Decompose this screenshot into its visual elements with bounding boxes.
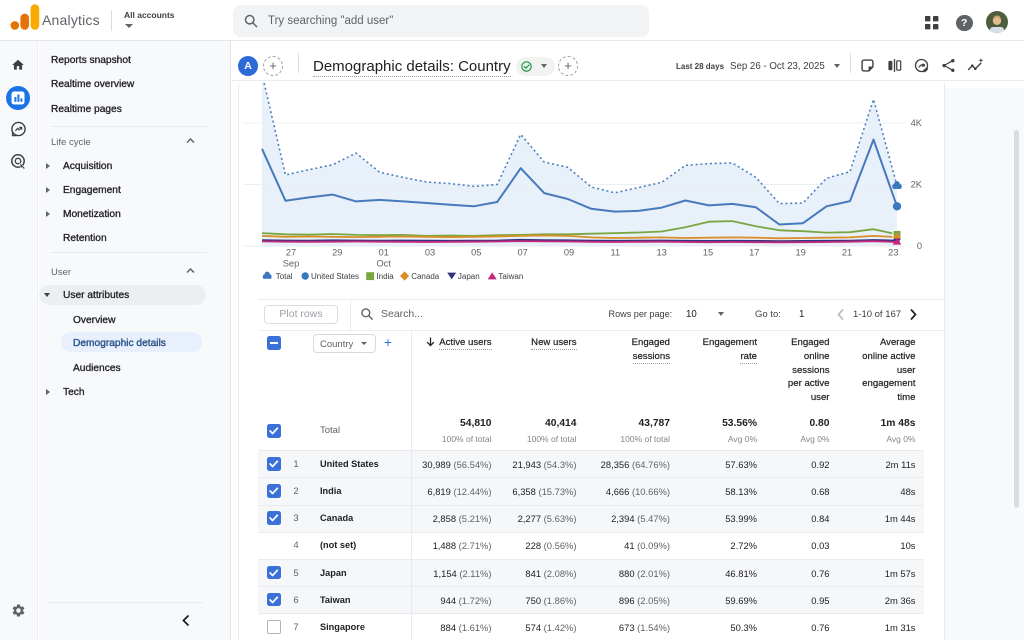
svg-text:15: 15: [703, 248, 713, 258]
svg-text:Canada: Canada: [411, 272, 440, 281]
svg-text:11: 11: [610, 248, 620, 258]
svg-text:27: 27: [286, 248, 296, 258]
svg-text:4K: 4K: [911, 118, 923, 128]
svg-text:India: India: [376, 272, 394, 281]
svg-text:Total: Total: [276, 272, 293, 281]
svg-text:05: 05: [471, 248, 481, 258]
svg-text:03: 03: [425, 248, 435, 258]
svg-text:13: 13: [657, 248, 667, 258]
svg-text:Sep: Sep: [283, 259, 300, 269]
svg-text:01: 01: [379, 248, 389, 258]
svg-text:Oct: Oct: [376, 259, 391, 269]
svg-text:21: 21: [842, 248, 852, 258]
svg-text:29: 29: [332, 248, 342, 258]
svg-text:19: 19: [796, 248, 806, 258]
svg-text:2K: 2K: [911, 180, 923, 190]
svg-text:Japan: Japan: [458, 272, 480, 281]
svg-text:17: 17: [749, 248, 759, 258]
svg-text:Taiwan: Taiwan: [498, 272, 523, 281]
svg-text:23: 23: [888, 248, 898, 258]
svg-text:09: 09: [564, 248, 574, 258]
svg-text:07: 07: [518, 248, 528, 258]
svg-text:0: 0: [917, 241, 922, 251]
svg-text:United States: United States: [311, 272, 359, 281]
